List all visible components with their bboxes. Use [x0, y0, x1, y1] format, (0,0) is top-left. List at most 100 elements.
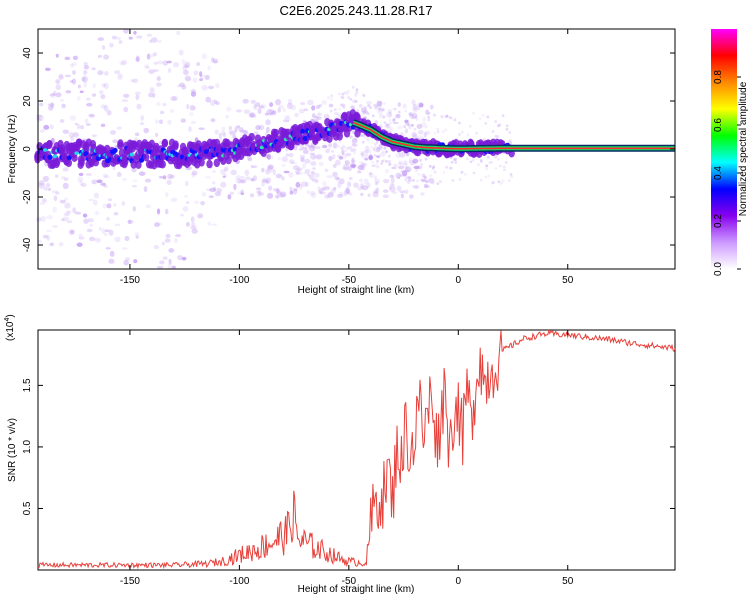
spectrogram-noise-mark [421, 178, 427, 183]
spectrogram-noise-mark [322, 181, 327, 187]
spectrogram-noise-mark [76, 242, 83, 247]
spectrogram-noise-mark [62, 129, 69, 134]
spectrogram-noise-mark [319, 188, 324, 194]
spectrogram-noise-mark [366, 100, 372, 105]
spectrogram-blob [354, 113, 361, 122]
spectrogram-noise-mark [389, 174, 394, 179]
spectrogram-noise-mark [114, 70, 121, 75]
spectrogram-noise-mark [310, 171, 316, 175]
spectrogram-noise-mark [382, 158, 386, 162]
spectrogram-noise-mark [77, 176, 84, 183]
spectrogram-noise-mark [133, 259, 138, 264]
colorbar-label: Normalized spectral amplitude [738, 81, 749, 216]
spectrogram-noise-mark [289, 190, 294, 195]
spectrogram-noise-mark [102, 173, 108, 179]
spectrogram-blob [195, 140, 202, 149]
spectrogram-noise-mark [182, 206, 189, 212]
spectrogram-noise-mark [190, 88, 197, 94]
spectrogram-noise-mark [135, 35, 143, 39]
spectrogram-noise-mark [103, 185, 108, 188]
spectrogram-noise-mark [344, 160, 351, 166]
spectrogram-noise-mark [170, 108, 175, 114]
spectrogram-noise-mark [209, 187, 216, 193]
spectrogram-noise-mark [391, 166, 397, 170]
spectrogram-blob [161, 138, 169, 148]
spectrogram-noise-mark [391, 184, 396, 188]
spectrogram-noise-mark [413, 127, 417, 131]
spectrogram-noise-mark [417, 172, 421, 176]
spectrogram-noise-mark [144, 64, 150, 69]
spectrogram-noise-mark [154, 119, 159, 125]
spectrogram-noise-mark [265, 126, 270, 134]
spectrogram-noise-mark [318, 161, 324, 167]
spectrogram-noise-mark [275, 173, 283, 179]
spectrogram-noise-mark [475, 131, 478, 135]
spectrogram-noise-mark [191, 170, 198, 176]
spectrogram-noise-mark [289, 186, 293, 192]
spectrogram-noise-mark [297, 168, 302, 172]
spectrogram-noise-mark [410, 162, 413, 166]
spectrogram-noise-mark [341, 92, 345, 96]
spectrogram-noise-mark [167, 264, 173, 270]
spectrogram-panel: -150 -100 -50 0 50 -40 -20 0 20 40 Height of str… [7, 28, 676, 296]
spectrogram-noise-mark [343, 146, 347, 149]
spectrogram-noise-mark [53, 195, 58, 202]
spectrogram-noise-mark [278, 193, 286, 198]
spectrogram-noise-mark [345, 187, 351, 194]
spectrogram-noise-mark [404, 178, 407, 182]
spectrogram-noise-mark [249, 112, 256, 118]
spectrogram-noise-mark [185, 77, 192, 82]
spectrogram-noise-mark [224, 166, 229, 172]
spectrogram-noise-mark [161, 241, 165, 246]
spectrogram-noise-mark [68, 132, 75, 138]
spectrogram-noise-mark [417, 102, 424, 108]
spectrogram-noise-mark [46, 229, 52, 233]
spectrogram-noise-mark [373, 153, 377, 157]
spectrogram-noise-mark [502, 165, 506, 169]
spectrogram-noise-mark [428, 177, 435, 184]
spectrogram-noise-mark [103, 105, 109, 112]
spectrogram-noise-mark [72, 207, 77, 214]
spectrogram-noise-mark [106, 203, 112, 209]
spectrogram-noise-mark [132, 184, 137, 188]
spectrogram-noise-mark [338, 107, 342, 111]
spectrogram-noise-mark [124, 235, 130, 242]
spectrogram-noise-mark [191, 228, 198, 234]
spectrogram-noise-mark [192, 77, 198, 83]
spectrogram-noise-mark [143, 127, 150, 134]
spectrogram-noise-mark [134, 91, 141, 96]
spectrogram-noise-mark [395, 152, 401, 159]
spectrogram-noise-mark [94, 210, 100, 216]
spectrogram-noise-mark [64, 202, 71, 209]
spectrogram-noise-mark [373, 190, 378, 194]
spectrogram-noise-mark [328, 191, 334, 196]
spectrogram-noise-mark [405, 166, 408, 170]
spectrogram-noise-mark [333, 176, 340, 180]
spectrogram-noise-mark [269, 102, 274, 108]
spectrogram-noise-mark [199, 71, 203, 77]
spectrogram-noise-mark [252, 175, 258, 182]
spectrogram-noise-mark [235, 175, 242, 181]
spectrogram-noise-mark [97, 37, 104, 41]
spectrogram-noise-mark [381, 150, 385, 154]
spectrogram-noise-mark [281, 176, 285, 181]
spectrogram-blob [129, 152, 135, 157]
spectrogram-noise-mark [51, 190, 58, 194]
spectrogram-blob [43, 148, 48, 152]
spectrogram-blob [89, 139, 97, 149]
spectrogram-noise-mark [409, 160, 415, 164]
figure-title: C2E6.2025.243.11.28.R17 [280, 3, 433, 18]
spectrogram-noise-mark [159, 260, 165, 265]
spectrogram-noise-mark [170, 197, 178, 203]
spectrogram-noise-mark [184, 194, 188, 198]
spectrogram-noise-mark [409, 194, 414, 199]
spectrogram-noise-mark [260, 103, 267, 110]
spectrogram-noise-mark [157, 60, 164, 65]
spectrogram-noise-mark [391, 191, 398, 194]
snr-scale-label: (x104) [4, 314, 16, 341]
spectrogram-noise-mark [256, 190, 262, 194]
spectrogram-noise-mark [92, 83, 96, 89]
spectrogram-y-tick-label: 0 [22, 146, 33, 152]
spectrogram-noise-mark [361, 111, 367, 116]
